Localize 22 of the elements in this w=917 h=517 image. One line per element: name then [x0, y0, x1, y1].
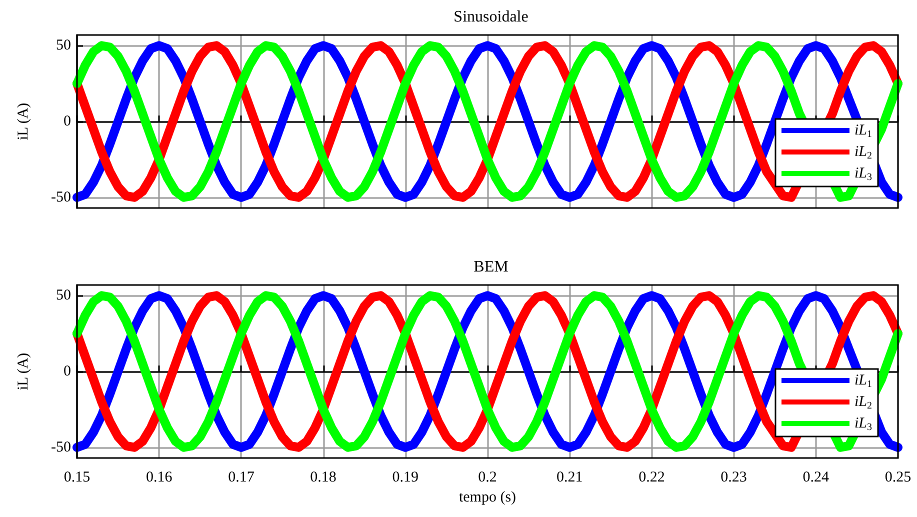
x-tick-label: 0.15 — [64, 470, 90, 486]
x-tick-label: 0.17 — [228, 470, 255, 486]
x-tick-label: 0.2 — [478, 470, 497, 486]
x-tick-label: 0.18 — [310, 470, 336, 486]
x-tick-label: 0.19 — [392, 470, 419, 486]
x-axis-title: tempo (s) — [458, 490, 516, 506]
y-axis-title: iL (A) — [16, 352, 32, 390]
y-axis-title: iL (A) — [16, 102, 32, 140]
y-tick-label: 50 — [56, 288, 71, 304]
chart-title: BEM — [474, 258, 508, 276]
x-tick-label: 0.22 — [638, 470, 665, 486]
chart-title: Sinusoidale — [454, 8, 528, 26]
x-tick-label: 0.25 — [884, 470, 912, 486]
x-tick-label: 0.23 — [720, 470, 747, 486]
y-tick-label: 0 — [64, 364, 71, 380]
x-tick-label: 0.21 — [556, 470, 583, 486]
y-tick-label: -50 — [51, 189, 71, 206]
y-tick-label: 0 — [64, 114, 71, 130]
y-tick-label: -50 — [51, 439, 71, 456]
y-tick-label: 50 — [56, 38, 71, 54]
x-tick-label: 0.24 — [802, 470, 830, 486]
x-tick-label: 0.16 — [146, 470, 173, 486]
